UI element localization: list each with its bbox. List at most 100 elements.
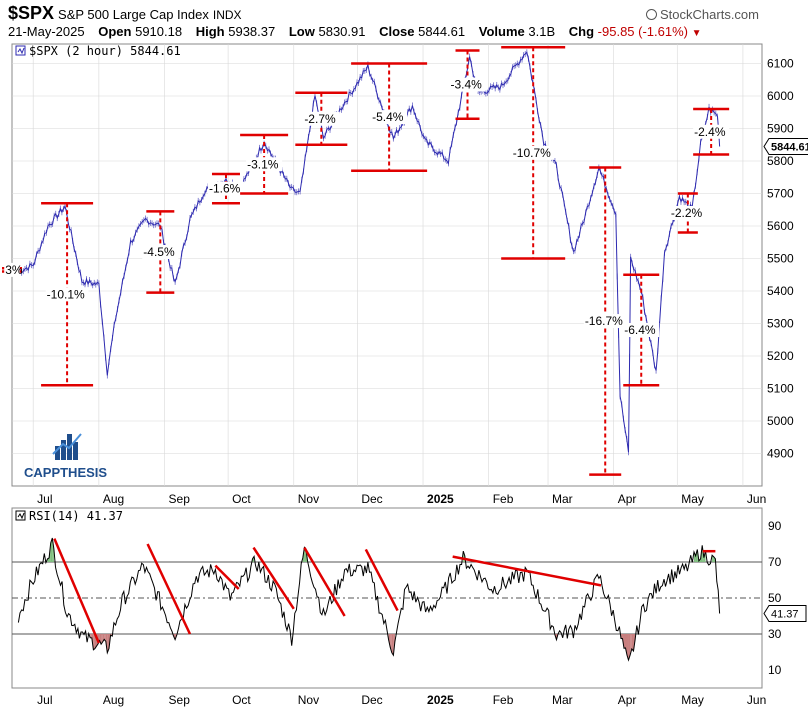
open-value: 5910.18 bbox=[135, 24, 183, 39]
rsi-y-tick-label: 10 bbox=[768, 663, 782, 677]
drawdown-label: 3% bbox=[5, 263, 23, 277]
rsi-oversold-fill bbox=[93, 634, 95, 650]
rsi-x-tick-label: Mar bbox=[552, 693, 573, 707]
rsi-line bbox=[17, 537, 721, 662]
rsi-oversold-fill bbox=[623, 634, 626, 649]
drawdown-label-bg bbox=[45, 287, 89, 302]
rsi-x-tick-label: Aug bbox=[103, 693, 124, 707]
chg-value: -95.85 (-1.61%) bbox=[597, 24, 688, 39]
rsi-y-tick-label: 90 bbox=[768, 519, 782, 533]
drawdown-label: -1.6% bbox=[209, 182, 241, 196]
drawdown-label: -3.1% bbox=[247, 157, 279, 171]
price-x-tick-label: Apr bbox=[618, 492, 637, 506]
price-x-tick-label: Mar bbox=[552, 492, 573, 506]
price-y-tick-label: 5400 bbox=[767, 284, 794, 298]
drawdown-label: -10.7% bbox=[513, 146, 551, 160]
rsi-y-tick-label: 70 bbox=[768, 555, 782, 569]
rsi-x-tick-label: Jul bbox=[37, 693, 52, 707]
price-legend: $SPX (2 hour) 5844.61 bbox=[29, 44, 181, 58]
rsi-oversold-fill bbox=[627, 634, 629, 661]
rsi-x-tick-label: May bbox=[681, 693, 704, 707]
watermark-bar bbox=[55, 446, 60, 460]
rsi-legend-line-icon bbox=[17, 512, 25, 520]
current-price-label: 5844.61 bbox=[771, 142, 808, 154]
drawdown-label-bg bbox=[693, 124, 730, 139]
watermark-bar bbox=[73, 442, 78, 460]
drawdown-label-bg bbox=[449, 77, 486, 92]
rsi-current-tag bbox=[763, 605, 807, 623]
drawdown-label-bg bbox=[303, 111, 340, 126]
price-y-tick-label: 5800 bbox=[767, 154, 794, 168]
price-y-tick-label: 5500 bbox=[767, 252, 794, 266]
exchange: INDX bbox=[212, 8, 242, 22]
rsi-trendline bbox=[452, 555, 602, 587]
chg-label: Chg bbox=[568, 24, 595, 39]
rsi-oversold-fill bbox=[628, 634, 631, 661]
rsi-trendline bbox=[252, 546, 295, 610]
low-value: 5830.91 bbox=[318, 24, 366, 39]
rsi-x-tick-label: 2025 bbox=[427, 693, 454, 707]
rsi-oversold-fill bbox=[625, 634, 628, 656]
drawdown-label: -5.4% bbox=[372, 110, 404, 124]
rsi-current-label: 41.37 bbox=[771, 609, 799, 621]
drawdown-label: -2.7% bbox=[304, 112, 336, 126]
rsi-x-tick-label: Dec bbox=[361, 693, 382, 707]
drawdown-label: -10.1% bbox=[47, 287, 85, 301]
rsi-x-tick-label: Feb bbox=[493, 693, 514, 707]
price-x-tick-label: Aug bbox=[103, 492, 124, 506]
rsi-trendline bbox=[53, 538, 101, 644]
drawdown-label-bg bbox=[669, 206, 706, 220]
rsi-x-tick-label: Apr bbox=[618, 693, 637, 707]
close-value: 5844.61 bbox=[418, 24, 466, 39]
open-label: Open bbox=[98, 24, 132, 39]
price-x-tick-label: Feb bbox=[493, 492, 514, 506]
rsi-oversold-fill bbox=[90, 634, 92, 638]
stockcharts-icon bbox=[646, 9, 658, 20]
drawdown-label: -2.2% bbox=[671, 206, 703, 220]
drawdown-label-bg bbox=[583, 314, 627, 329]
drawdown-label: -3.4% bbox=[451, 78, 483, 92]
chart-header-quote: 21-May-2025 Open 5910.18 High 5938.37 Lo… bbox=[8, 24, 803, 42]
rsi-legend: RSI(14) 41.37 bbox=[29, 509, 123, 523]
legend-line-icon bbox=[17, 47, 25, 55]
rsi-trendline bbox=[303, 546, 346, 617]
price-x-tick-label: Nov bbox=[298, 492, 319, 506]
brand-name: StockCharts.com bbox=[660, 7, 759, 22]
close-label: Close bbox=[379, 24, 415, 39]
rsi-x-tick-label: Nov bbox=[298, 693, 319, 707]
price-y-tick-label: 5100 bbox=[767, 382, 794, 396]
rsi-overbought-fill bbox=[693, 551, 696, 562]
rsi-oversold-fill bbox=[631, 634, 634, 651]
drawdown-label: -2.4% bbox=[694, 125, 726, 139]
drawdown-label-bg bbox=[142, 245, 179, 259]
rsi-y-tick-label: 50 bbox=[768, 591, 782, 605]
volume-value: 3.1B bbox=[528, 24, 556, 39]
watermark-text: CAPPTHESIS bbox=[24, 465, 107, 480]
drawdown-label: -6.4% bbox=[624, 323, 656, 337]
drawdown-label: -4.5% bbox=[143, 245, 175, 259]
volume-label: Volume bbox=[478, 24, 525, 39]
down-arrow-icon: ▼ bbox=[691, 28, 702, 39]
high-value: 5938.37 bbox=[228, 24, 276, 39]
rsi-oversold-fill bbox=[391, 634, 394, 656]
price-x-tick-label: Dec bbox=[361, 492, 382, 506]
watermark-bar bbox=[61, 440, 66, 460]
price-y-tick-label: 5900 bbox=[767, 122, 794, 136]
price-x-tick-label: May bbox=[681, 492, 704, 506]
chart-header-title: $SPX S&P 500 Large Cap Index INDX StockCha… bbox=[8, 3, 803, 25]
price-x-tick-label: Sep bbox=[169, 492, 191, 506]
price-y-tick-label: 5600 bbox=[767, 219, 794, 233]
price-line bbox=[18, 51, 721, 453]
high-label: High bbox=[195, 24, 225, 39]
drawdown-label-bg bbox=[4, 262, 20, 277]
price-y-tick-label: 4900 bbox=[767, 447, 794, 461]
drawdown-label-bg bbox=[246, 157, 283, 172]
rsi-trendline bbox=[146, 543, 192, 635]
rsi-trendline bbox=[364, 548, 399, 612]
drawdown-label-bg bbox=[371, 110, 408, 125]
quote-date: 21-May-2025 bbox=[8, 24, 85, 39]
price-y-tick-label: 6100 bbox=[767, 57, 794, 71]
rsi-oversold-fill bbox=[99, 634, 102, 645]
price-y-tick-label: 5300 bbox=[767, 317, 794, 331]
current-price-tag bbox=[763, 138, 808, 156]
